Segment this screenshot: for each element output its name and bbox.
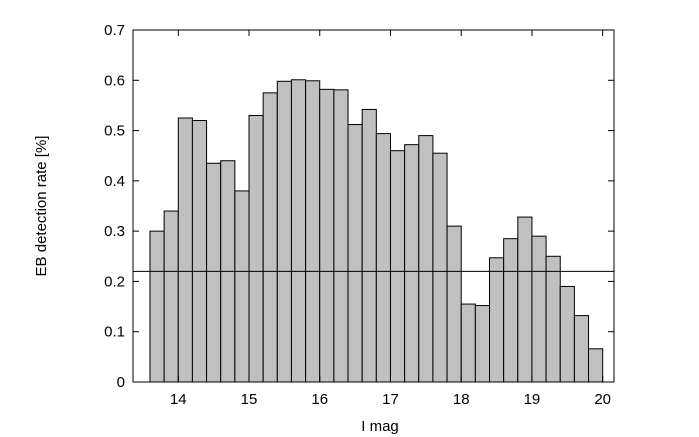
bar — [248, 114, 264, 383]
bar — [163, 210, 179, 383]
bar — [545, 255, 561, 383]
bar — [191, 120, 208, 383]
bar — [347, 124, 363, 383]
bar — [389, 150, 406, 383]
x-tick-label: 16 — [311, 391, 328, 408]
bar — [503, 238, 519, 383]
bar — [333, 89, 349, 383]
x-tick-label: 20 — [594, 391, 611, 408]
bar — [460, 303, 476, 383]
bar — [404, 144, 420, 383]
bar — [206, 162, 222, 383]
bar — [375, 133, 391, 383]
bar — [319, 88, 335, 383]
x-axis-label: I mag — [361, 418, 399, 435]
x-tick-label: 14 — [170, 391, 187, 408]
bar — [588, 348, 604, 383]
y-tick-label: 0.4 — [104, 173, 125, 190]
y-tick-label: 0 — [117, 374, 125, 391]
bar — [290, 79, 307, 383]
bar — [234, 190, 250, 383]
y-tick-label: 0.1 — [104, 324, 125, 341]
bar — [177, 117, 193, 383]
x-tick-label: 17 — [382, 391, 399, 408]
y-tick-label: 0.3 — [104, 223, 125, 240]
bar — [517, 216, 533, 383]
bar — [276, 80, 292, 383]
y-axis-label: EB detection rate [%] — [33, 136, 50, 277]
bar — [489, 257, 505, 383]
bar — [432, 152, 448, 383]
bar — [262, 92, 278, 383]
y-tick-label: 0.2 — [104, 273, 125, 290]
bar — [573, 315, 590, 383]
x-tick-label: 15 — [241, 391, 258, 408]
bar — [474, 305, 491, 383]
bar — [305, 80, 321, 383]
x-tick-label: 19 — [524, 391, 541, 408]
bar — [559, 285, 575, 383]
bar — [418, 135, 434, 383]
bar — [149, 230, 165, 383]
x-tick-label: 18 — [453, 391, 470, 408]
y-tick-label: 0.5 — [104, 123, 125, 140]
y-tick-label: 0.7 — [104, 22, 125, 39]
bar — [531, 235, 547, 383]
bar — [361, 108, 377, 383]
bar — [446, 225, 462, 383]
y-tick-label: 0.6 — [104, 72, 125, 89]
plot-frame — [132, 29, 615, 383]
